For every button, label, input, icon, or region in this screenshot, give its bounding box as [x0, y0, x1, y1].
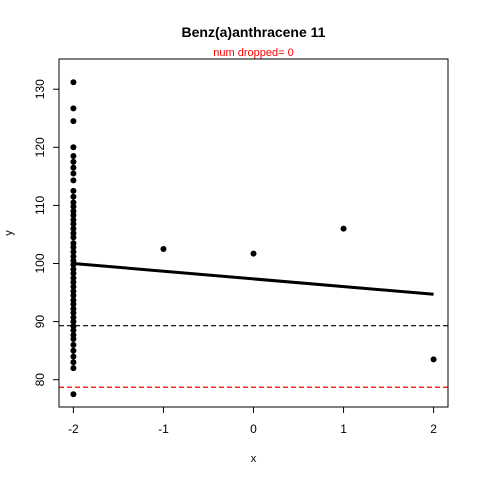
- data-point: [70, 365, 77, 372]
- data-point: [70, 309, 77, 316]
- data-point: [70, 158, 77, 165]
- x-tick-label: 1: [340, 422, 347, 436]
- data-point: [160, 245, 167, 252]
- axes-layer: -2 -1 0 1 2 80 90 100 110 120 130: [33, 79, 437, 436]
- data-point: [70, 170, 77, 177]
- data-point: [70, 353, 77, 360]
- data-point: [70, 187, 77, 194]
- reference-lines-layer: [59, 262, 448, 388]
- y-tick-label: 80: [33, 373, 47, 387]
- data-point: [70, 391, 77, 398]
- data-point: [70, 79, 77, 86]
- y-tick-label: 100: [33, 253, 47, 273]
- data-point: [70, 177, 77, 184]
- data-point: [70, 118, 77, 125]
- points-layer: [70, 79, 437, 398]
- data-point: [70, 220, 77, 227]
- y-axis-label: y: [3, 230, 15, 236]
- data-point: [70, 203, 77, 210]
- data-point: [70, 318, 77, 325]
- data-point: [70, 336, 77, 343]
- y-tick-label: 110: [33, 196, 47, 215]
- data-point: [430, 356, 437, 363]
- plot-box: [58, 58, 449, 408]
- x-tick-label: 0: [250, 422, 257, 436]
- x-tick-label: 2: [430, 422, 437, 436]
- data-point: [70, 347, 77, 354]
- data-point: [70, 283, 77, 290]
- data-point: [70, 212, 77, 219]
- data-point: [70, 153, 77, 160]
- data-point: [70, 244, 77, 251]
- y-tick-label: 90: [33, 315, 47, 329]
- chart-title: Benz(a)anthracene 11: [182, 24, 326, 40]
- data-point: [70, 248, 77, 255]
- data-point: [70, 225, 77, 232]
- x-axis-label: x: [251, 453, 257, 465]
- data-point: [340, 225, 347, 232]
- data-point: [70, 301, 77, 308]
- chart-subtitle: num dropped= 0: [213, 47, 293, 59]
- data-point: [70, 341, 77, 348]
- data-point: [70, 359, 77, 366]
- data-point: [70, 193, 77, 200]
- x-tick-label: -2: [68, 422, 79, 436]
- data-point: [70, 327, 77, 334]
- fit-line: [73, 262, 434, 296]
- data-point: [250, 250, 257, 257]
- data-point: [70, 270, 77, 277]
- y-tick-label: 120: [33, 137, 47, 157]
- y-tick-label: 130: [33, 79, 47, 99]
- data-point: [70, 164, 77, 171]
- data-point: [70, 105, 77, 112]
- data-point: [70, 261, 77, 268]
- data-point: [70, 279, 77, 286]
- data-point: [70, 234, 77, 241]
- x-tick-label: -1: [158, 422, 169, 436]
- data-point: [70, 292, 77, 299]
- data-point: [70, 144, 77, 151]
